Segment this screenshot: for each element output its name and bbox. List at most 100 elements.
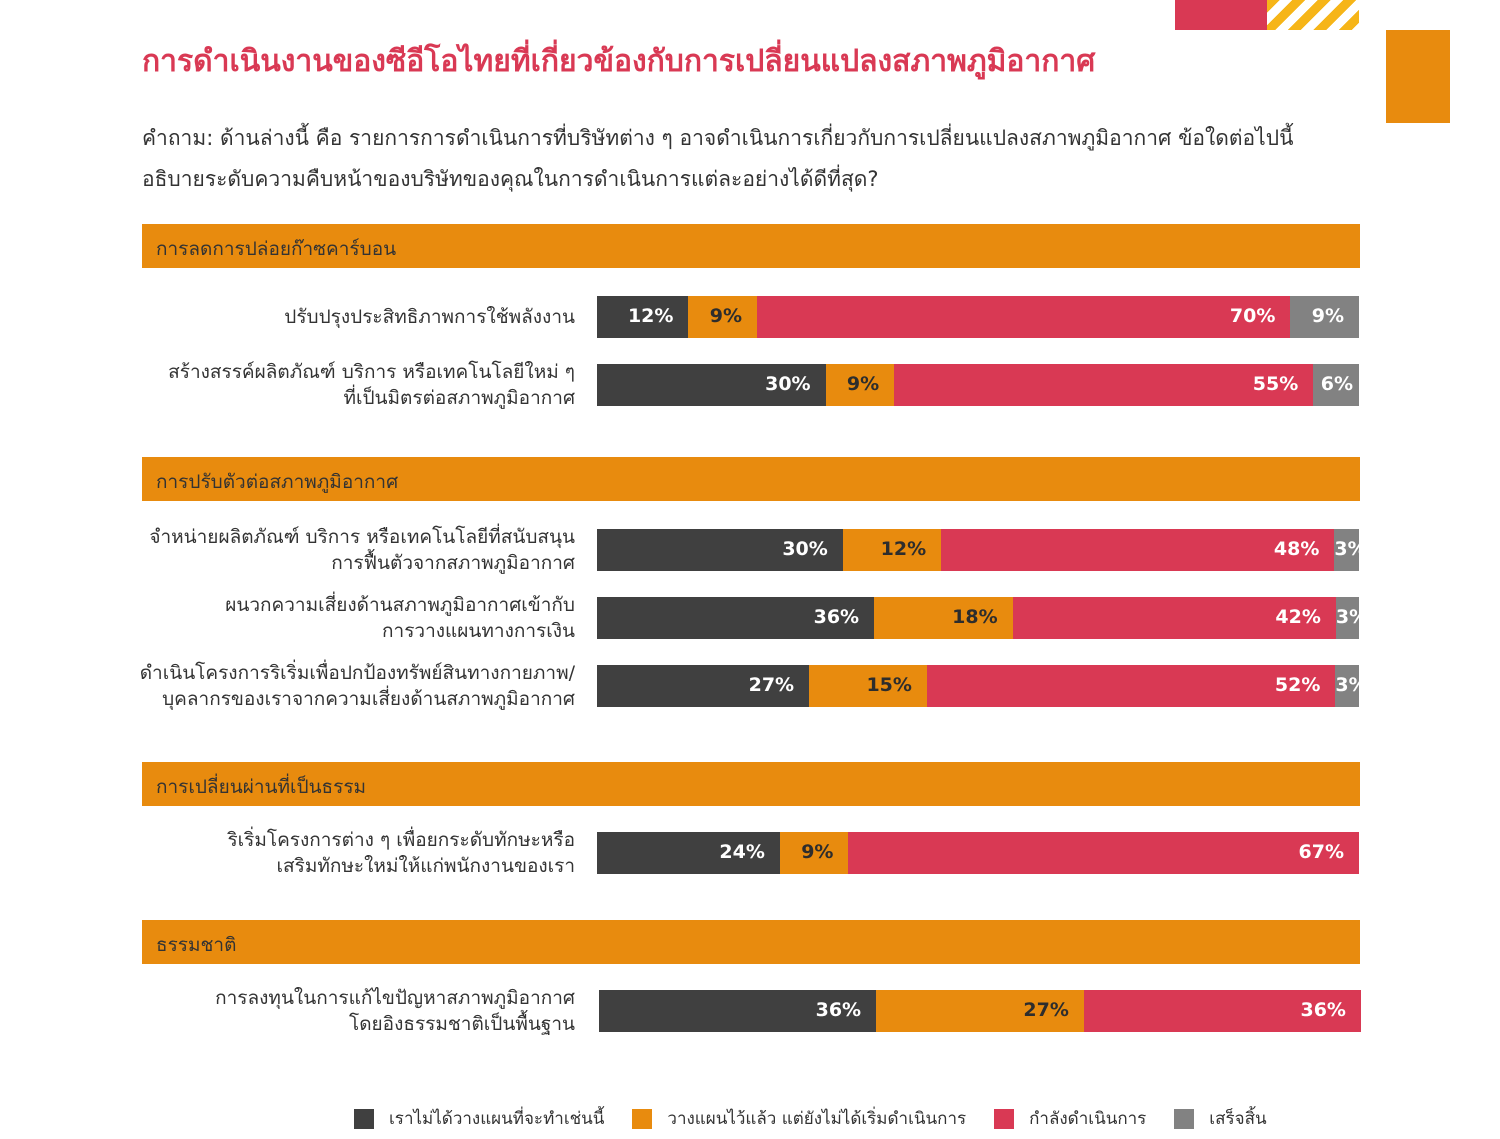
bar-segment: 42% bbox=[1012, 597, 1336, 639]
legend-item: เราไม่ได้วางแผนที่จะทำเช่นนี้ bbox=[354, 1105, 604, 1132]
row-label-line: ปรับปรุงประสิทธิภาพการใช้พลังงาน bbox=[284, 306, 575, 328]
legend-item: กำลังดำเนินการ bbox=[994, 1105, 1146, 1132]
bar-segment: 36% bbox=[1083, 990, 1361, 1032]
data-label: 12% bbox=[627, 305, 674, 327]
bar-segment: 30% bbox=[597, 364, 826, 406]
data-label: 27% bbox=[748, 674, 795, 696]
row-label: ผนวกความเสี่ยงด้านสภาพภูมิอากาศเข้ากับกา… bbox=[225, 592, 575, 644]
data-label: 70% bbox=[1229, 305, 1276, 327]
bar-segment: 55% bbox=[894, 364, 1314, 406]
row-label-line: ผนวกความเสี่ยงด้านสภาพภูมิอากาศเข้ากับ bbox=[225, 594, 575, 616]
row-label-line: ที่เป็นมิตรต่อสภาพภูมิอากาศ bbox=[343, 387, 575, 409]
bar-segment: 9% bbox=[1290, 296, 1359, 338]
data-label: 18% bbox=[952, 606, 998, 628]
row-label-line: การฟื้นตัวจากสภาพภูมิอากาศ bbox=[331, 552, 575, 574]
row-label: จำหน่ายผลิตภัณฑ์ บริการ หรือเทคโนโลยีที่… bbox=[149, 524, 575, 576]
bar-segment: 3% bbox=[1334, 529, 1367, 571]
legend-swatch bbox=[632, 1108, 653, 1129]
row-label-line: สร้างสรรค์ผลิตภัณฑ์ บริการ หรือเทคโนโลยี… bbox=[168, 361, 575, 383]
question-line-1: คำถาม: ด้านล่างนี้ คือ รายการการดำเนินกา… bbox=[142, 126, 1294, 150]
stacked-bar: 36% 18% 42% 3% bbox=[597, 597, 1368, 639]
legend-label: กำลังดำเนินการ bbox=[1029, 1109, 1147, 1129]
bar-segment: 3% bbox=[1335, 665, 1368, 707]
question-text: คำถาม: ด้านล่างนี้ คือ รายการการดำเนินกา… bbox=[142, 118, 1357, 200]
bar-segment: 12% bbox=[597, 296, 689, 338]
bar-segment: 6% bbox=[1313, 364, 1359, 406]
legend-label: เสร็จสิ้น bbox=[1209, 1109, 1267, 1129]
bar-segment: 70% bbox=[757, 296, 1291, 338]
row-label-line: ริเริ่มโครงการต่าง ๆ เพื่อยกระดับทักษะหร… bbox=[227, 829, 575, 851]
data-label: 30% bbox=[765, 373, 811, 395]
legend-label: วางแผนไว้แล้ว แต่ยังไม่ได้เริ่มดำเนินการ bbox=[667, 1109, 967, 1129]
section-title: การลดการปล่อยก๊าซคาร์บอน bbox=[156, 238, 397, 260]
bar-segment: 27% bbox=[876, 990, 1084, 1032]
data-label: 52% bbox=[1274, 674, 1321, 696]
corner-pink-block bbox=[1175, 0, 1267, 30]
data-label: 12% bbox=[880, 538, 927, 560]
bar-segment: 52% bbox=[926, 665, 1336, 707]
data-label: 36% bbox=[813, 606, 860, 628]
question-line-2: อธิบายระดับความคืบหน้าของบริษัทของคุณในก… bbox=[142, 167, 879, 191]
section-header: ธรรมชาติ bbox=[142, 920, 1360, 964]
section-title: การเปลี่ยนผ่านที่เป็นธรรม bbox=[156, 776, 367, 798]
data-label: 9% bbox=[709, 305, 743, 327]
data-label: 9% bbox=[1311, 305, 1344, 327]
section-title: การปรับตัวต่อสภาพภูมิอากาศ bbox=[156, 471, 399, 493]
bar-segment: 9% bbox=[825, 364, 895, 406]
bar-segment: 36% bbox=[599, 990, 877, 1032]
row-label-line: ดำเนินโครงการริเริ่มเพื่อปกป้องทรัพย์สิน… bbox=[139, 662, 575, 684]
stacked-bar: 30% 9% 55% 6% bbox=[597, 364, 1359, 406]
data-label: 6% bbox=[1320, 373, 1353, 395]
data-label: 3% bbox=[1335, 606, 1369, 628]
legend-item: วางแผนไว้แล้ว แต่ยังไม่ได้เริ่มดำเนินการ bbox=[632, 1105, 966, 1132]
row-label-line: บุคลากรของเราจากความเสี่ยงด้านสภาพภูมิอา… bbox=[162, 688, 575, 710]
data-label: 42% bbox=[1275, 606, 1321, 628]
row-label-line: โดยอิงธรรมชาติเป็นพื้นฐาน bbox=[349, 1013, 575, 1035]
legend-label: เราไม่ได้วางแผนที่จะทำเช่นนี้ bbox=[389, 1109, 605, 1129]
row-label: สร้างสรรค์ผลิตภัณฑ์ บริการ หรือเทคโนโลยี… bbox=[168, 359, 575, 411]
data-label: 55% bbox=[1252, 373, 1299, 395]
data-label: 36% bbox=[1300, 999, 1346, 1021]
bar-segment: 24% bbox=[597, 832, 780, 874]
section-header: การปรับตัวต่อสภาพภูมิอากาศ bbox=[142, 457, 1360, 501]
data-label: 30% bbox=[782, 538, 828, 560]
data-label: 36% bbox=[815, 999, 862, 1021]
row-label: ริเริ่มโครงการต่าง ๆ เพื่อยกระดับทักษะหร… bbox=[227, 827, 575, 879]
row-label-line: จำหน่ายผลิตภัณฑ์ บริการ หรือเทคโนโลยีที่… bbox=[149, 526, 575, 548]
bar-segment: 48% bbox=[941, 529, 1335, 571]
corner-striped-block bbox=[1267, 0, 1359, 30]
data-label: 24% bbox=[719, 841, 765, 863]
corner-orange-block bbox=[1386, 30, 1450, 123]
data-label: 3% bbox=[1335, 674, 1368, 696]
bar-segment: 27% bbox=[597, 665, 810, 707]
data-label: 3% bbox=[1334, 538, 1367, 560]
section-header: การลดการปล่อยก๊าซคาร์บอน bbox=[142, 224, 1360, 268]
stacked-bar: 30% 12% 48% 3% bbox=[597, 529, 1367, 571]
bar-segment: 36% bbox=[597, 597, 875, 639]
row-label-line: การวางแผนทางการเงิน bbox=[382, 620, 575, 642]
row-label-line: การลงทุนในการแก้ไขปัญหาสภาพภูมิอากาศ bbox=[215, 987, 575, 1009]
row-label: ดำเนินโครงการริเริ่มเพื่อปกป้องทรัพย์สิน… bbox=[140, 660, 575, 712]
stacked-bar: 24% 9% 67% bbox=[597, 832, 1359, 874]
bar-segment: 15% bbox=[809, 665, 927, 707]
legend-swatch bbox=[994, 1108, 1015, 1129]
bar-segment: 12% bbox=[842, 529, 942, 571]
stacked-bar: 27% 15% 52% 3% bbox=[597, 665, 1368, 707]
section-header: การเปลี่ยนผ่านที่เป็นธรรม bbox=[142, 762, 1360, 806]
bar-segment: 9% bbox=[779, 832, 849, 874]
chart-legend: เราไม่ได้วางแผนที่จะทำเช่นนี้ วางแผนไว้แล… bbox=[354, 1105, 1295, 1132]
legend-item: เสร็จสิ้น bbox=[1174, 1105, 1267, 1132]
section-title: ธรรมชาติ bbox=[156, 934, 237, 956]
bar-segment: 67% bbox=[848, 832, 1359, 874]
row-label-line: เสริมทักษะใหม่ให้แก่พนักงานของเรา bbox=[276, 855, 575, 877]
stacked-bar: 36% 27% 36% bbox=[599, 990, 1361, 1032]
stacked-bar: 12% 9% 70% 9% bbox=[597, 296, 1359, 338]
data-label: 67% bbox=[1298, 841, 1344, 863]
data-label: 9% bbox=[846, 373, 880, 395]
row-label: การลงทุนในการแก้ไขปัญหาสภาพภูมิอากาศโดยอ… bbox=[215, 985, 575, 1037]
page-title: การดำเนินงานของซีอีโอไทยที่เกี่ยวข้องกับ… bbox=[142, 44, 1096, 79]
data-label: 48% bbox=[1273, 538, 1320, 560]
data-label: 27% bbox=[1023, 999, 1069, 1021]
row-label: ปรับปรุงประสิทธิภาพการใช้พลังงาน bbox=[284, 304, 575, 330]
legend-swatch bbox=[1174, 1108, 1195, 1129]
